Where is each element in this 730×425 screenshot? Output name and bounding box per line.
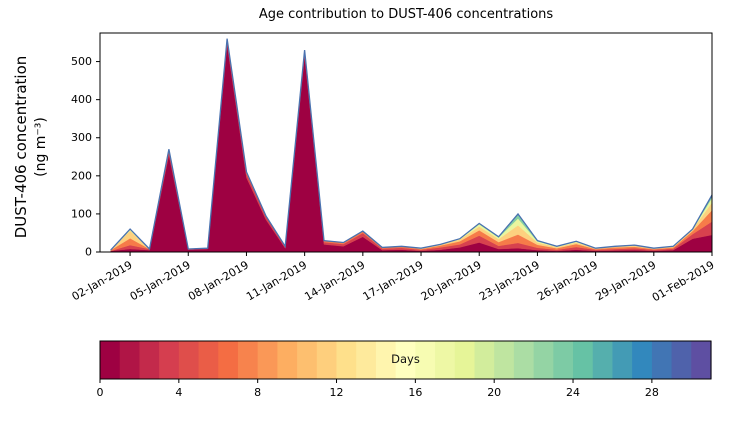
x-tick-label: 26-Jan-2019 — [535, 258, 600, 303]
x-tick-label: 05-Jan-2019 — [128, 258, 193, 303]
x-tick-label: 17-Jan-2019 — [361, 258, 426, 303]
colorbar-segment — [218, 341, 239, 379]
colorbar-segment — [159, 341, 180, 379]
colorbar-segment — [612, 341, 633, 379]
y-axis-label-line1: DUST-406 concentration — [12, 55, 30, 239]
colorbar-segment — [257, 341, 278, 379]
colorbar-tick-label: 0 — [97, 386, 104, 399]
colorbar-segment — [316, 341, 338, 379]
colorbar-segment — [356, 341, 377, 379]
y-tick-label: 0 — [85, 246, 92, 259]
x-tick-label: 14-Jan-2019 — [302, 258, 367, 303]
colorbar-segment — [592, 341, 614, 379]
colorbar-segment — [671, 341, 692, 379]
y-axis: 0 100 200 300 400 500 — [71, 55, 100, 259]
colorbar-tick-label: 28 — [645, 386, 659, 399]
y-tick-label: 500 — [71, 55, 92, 68]
x-tick-label: 29-Jan-2019 — [593, 258, 658, 303]
colorbar-tick-label: 12 — [330, 386, 344, 399]
stacked-areas — [110, 38, 713, 253]
plot-border — [99, 32, 713, 253]
colorbar-tick-label: 24 — [566, 386, 580, 399]
y-tick-label: 100 — [71, 207, 92, 220]
colorbar-segment — [277, 341, 298, 379]
colorbar-segment — [454, 341, 476, 379]
colorbar-segment — [139, 341, 160, 379]
colorbar-segment — [297, 341, 318, 379]
area-series-0 — [110, 44, 713, 253]
area-series-4 — [110, 38, 713, 251]
area-series-6 — [110, 38, 713, 251]
colorbar-segment — [632, 341, 653, 379]
x-axis: 02-Jan-201905-Jan-201908-Jan-201911-Jan-… — [70, 252, 717, 304]
colorbar-tick-label: 16 — [408, 386, 422, 399]
colorbar-segment — [573, 341, 594, 379]
colorbar-segment — [237, 341, 259, 379]
colorbar-tick-label: 4 — [175, 386, 182, 399]
colorbar: 0 4 8 12 16 20 24 28 — [97, 340, 712, 399]
y-tick-label: 200 — [71, 169, 92, 182]
colorbar-tick-label: 20 — [487, 386, 501, 399]
colorbar-segment — [415, 341, 436, 379]
colorbar-label: Days — [391, 352, 420, 366]
colorbar-tick-label: 8 — [254, 386, 261, 399]
chart-title: Age contribution to DUST-406 concentrati… — [258, 7, 554, 22]
y-tick-label: 300 — [71, 131, 92, 144]
colorbar-segment — [435, 341, 456, 379]
y-tick-label: 400 — [71, 93, 92, 106]
x-tick-label: 08-Jan-2019 — [186, 258, 251, 303]
colorbar-segment — [513, 341, 535, 379]
colorbar-segment — [395, 341, 416, 379]
y-axis-label: DUST-406 concentration (ng m⁻³) — [12, 22, 50, 272]
colorbar-segment — [119, 341, 141, 379]
colorbar-segment — [651, 341, 673, 379]
colorbar-segment — [691, 341, 712, 379]
area-series-3 — [110, 38, 713, 251]
colorbar-segment — [100, 341, 121, 379]
colorbar-segment — [533, 341, 554, 379]
colorbar-segment — [494, 341, 515, 379]
area-series-5 — [110, 38, 713, 251]
x-tick-label: 23-Jan-2019 — [477, 258, 542, 303]
x-tick-label: 02-Jan-2019 — [70, 258, 135, 303]
colorbar-segment — [375, 341, 397, 379]
colorbar-segment — [336, 341, 357, 379]
colorbar-segment — [553, 341, 574, 379]
colorbar-segment — [198, 341, 219, 379]
y-axis-label-line2: (ng m⁻³) — [32, 117, 49, 177]
colorbar-segment — [474, 341, 495, 379]
total-envelope-line — [110, 38, 713, 251]
area-series-1 — [110, 40, 713, 252]
colorbar-segment — [178, 341, 200, 379]
x-tick-label: 20-Jan-2019 — [419, 258, 484, 303]
area-series-2 — [110, 38, 713, 252]
x-tick-label: 11-Jan-2019 — [244, 258, 309, 303]
colorbar-border — [99, 340, 712, 380]
x-tick-label: 01-Feb-2019 — [650, 258, 717, 304]
